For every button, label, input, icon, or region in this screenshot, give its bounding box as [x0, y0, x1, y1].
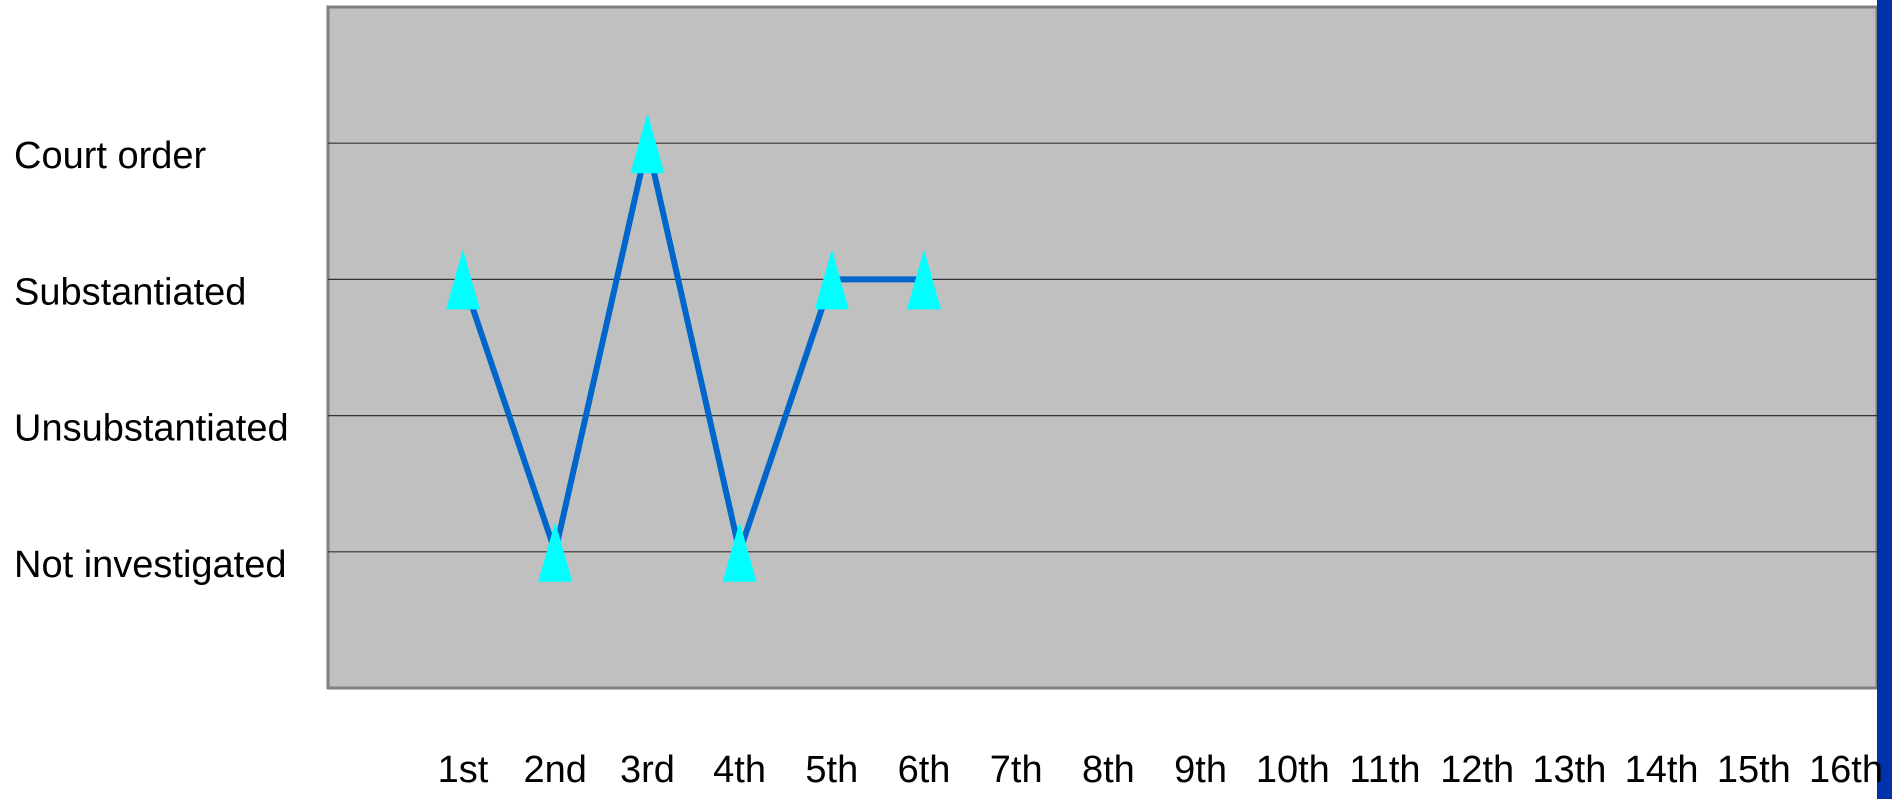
marker: [907, 249, 941, 310]
y-tick-label: Unsubstantiated: [14, 408, 289, 450]
x-tick-label: 6th: [898, 749, 951, 791]
x-tick-label: 10th: [1256, 749, 1330, 791]
x-tick-label: 4th: [713, 749, 766, 791]
marker: [814, 249, 849, 310]
marker: [630, 113, 665, 174]
plot-area: [326, 5, 1879, 690]
x-tick-label: 5th: [805, 749, 858, 791]
marker: [722, 521, 757, 582]
marker: [446, 249, 480, 310]
y-tick-label: Substantiated: [14, 271, 246, 313]
x-tick-label: 11th: [1349, 749, 1420, 791]
marker: [538, 521, 573, 582]
x-tick-label: 2nd: [523, 749, 586, 791]
x-tick-label: 7th: [990, 749, 1043, 791]
y-tick-label: Court order: [14, 135, 207, 177]
side-bar: [1877, 0, 1892, 799]
x-tick-label: 16th: [1809, 749, 1883, 791]
x-tick-label: 12th: [1440, 749, 1514, 791]
x-tick-label: 8th: [1082, 749, 1135, 791]
series-line: [460, 142, 924, 563]
x-tick-label: 9th: [1174, 749, 1227, 791]
x-tick-label: 3rd: [620, 749, 675, 791]
x-tick-label: 15th: [1717, 749, 1791, 791]
x-tick-label: 1st: [438, 749, 489, 791]
x-tick-label: 13th: [1532, 749, 1606, 791]
y-tick-label: Not investigated: [14, 544, 287, 586]
x-tick-label: 14th: [1625, 749, 1699, 791]
